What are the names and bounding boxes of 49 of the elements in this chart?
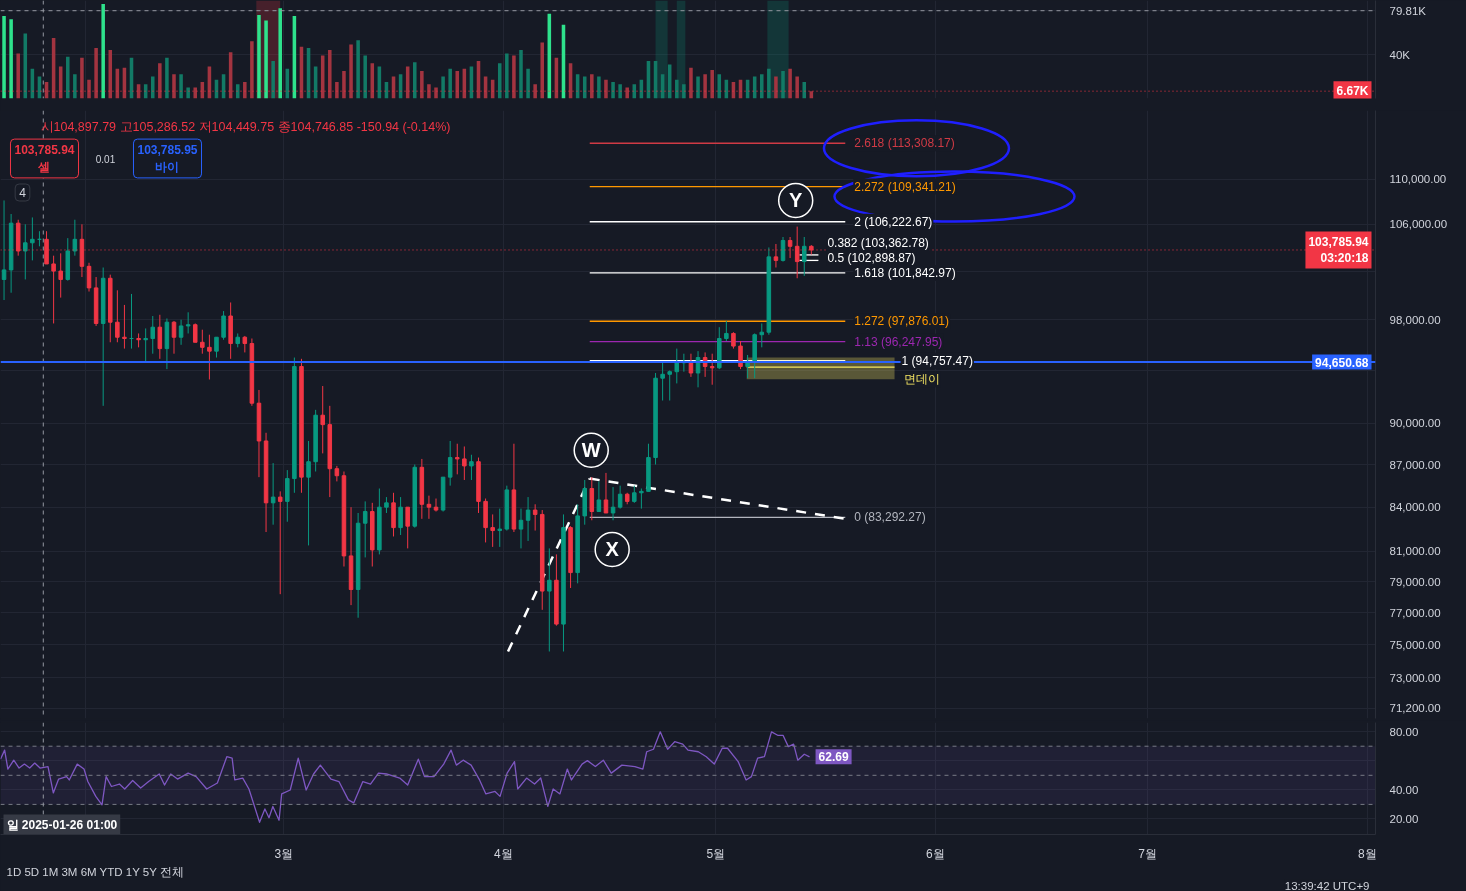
annotation: Y: [789, 189, 804, 212]
y-tick-label: 87,000.00: [1389, 458, 1441, 471]
y-tick-label: 84,000.00: [1389, 501, 1441, 514]
ref-line-label: 94,650.68: [1315, 355, 1369, 370]
y-tick-label: 40K: [1389, 48, 1411, 61]
ref-line-label: 103,785.94 03:20:18: [1308, 234, 1369, 266]
annotation: 0.01: [95, 153, 116, 165]
annotation: 103,785.95 바이: [137, 143, 198, 174]
y-tick-label: 81,000.00: [1389, 545, 1441, 558]
x-tick-label: 8월: [1357, 846, 1377, 861]
annotation: 103,785.94 셀: [14, 143, 75, 174]
text: 1D 5D 1M 3M 6M YTD 1Y 5Y 전체: [6, 865, 184, 878]
y-tick-label: 75,000.00: [1389, 638, 1441, 651]
x-tick-label: 6월: [925, 846, 945, 861]
data-label: 62.69: [818, 750, 849, 765]
series-label: 2.618 (113,308.17): [854, 136, 955, 151]
x-tick-label: 5월: [706, 846, 726, 861]
x-tick-label: 4월: [493, 846, 513, 861]
series-label: 면데이: [903, 372, 940, 387]
y-tick-label: 80.00: [1389, 725, 1419, 738]
series-label: 0.382 (103,362.78): [827, 235, 929, 250]
series-label: 2 (106,222.67): [854, 214, 933, 229]
series-label: 0.5 (102,898.87): [827, 250, 916, 265]
x-tick-label: 7월: [1138, 846, 1158, 861]
annotation: X: [605, 538, 620, 561]
y-tick-label: 77,000.00: [1389, 606, 1441, 619]
y-tick-label: 73,000.00: [1389, 671, 1441, 684]
series-label: 2.272 (109,341.21): [854, 179, 956, 194]
series-label: 1.618 (101,842.97): [854, 265, 956, 280]
y-tick-label: 106,000.00: [1389, 218, 1448, 231]
y-tick-label: 110,000.00: [1389, 173, 1447, 186]
ref-line-label: 일 2025-01-26 01:00: [6, 817, 118, 832]
series-label: 1.272 (97,876.01): [854, 314, 950, 329]
y-tick-label: 79,000.00: [1389, 575, 1441, 588]
x-tick-label: 3월: [274, 846, 294, 861]
y-tick-label: 40.00: [1389, 783, 1419, 796]
y-tick-label: 20.00: [1389, 812, 1419, 825]
series-label: 0 (83,292.27): [854, 510, 926, 525]
text: 1 (94,757.47): [901, 353, 973, 368]
ref-line-label: 6.67K: [1336, 84, 1369, 99]
y-tick-label: 90,000.00: [1389, 417, 1441, 430]
y-tick-label: 71,200.00: [1389, 702, 1441, 715]
annotation: 시104,897.79 고105,286.52 저104,449.75 종104,746.85 -150.94 (-0.14%): [40, 119, 451, 134]
annotation: 4: [19, 186, 27, 200]
annotation: W: [581, 439, 601, 462]
y-tick-label: 98,000.00: [1389, 313, 1441, 326]
y-tick-label: 79.81K: [1389, 4, 1427, 17]
text: 13:39:42 UTC+9: [1284, 879, 1370, 891]
series-label: 1.13 (96,247.95): [854, 334, 943, 349]
